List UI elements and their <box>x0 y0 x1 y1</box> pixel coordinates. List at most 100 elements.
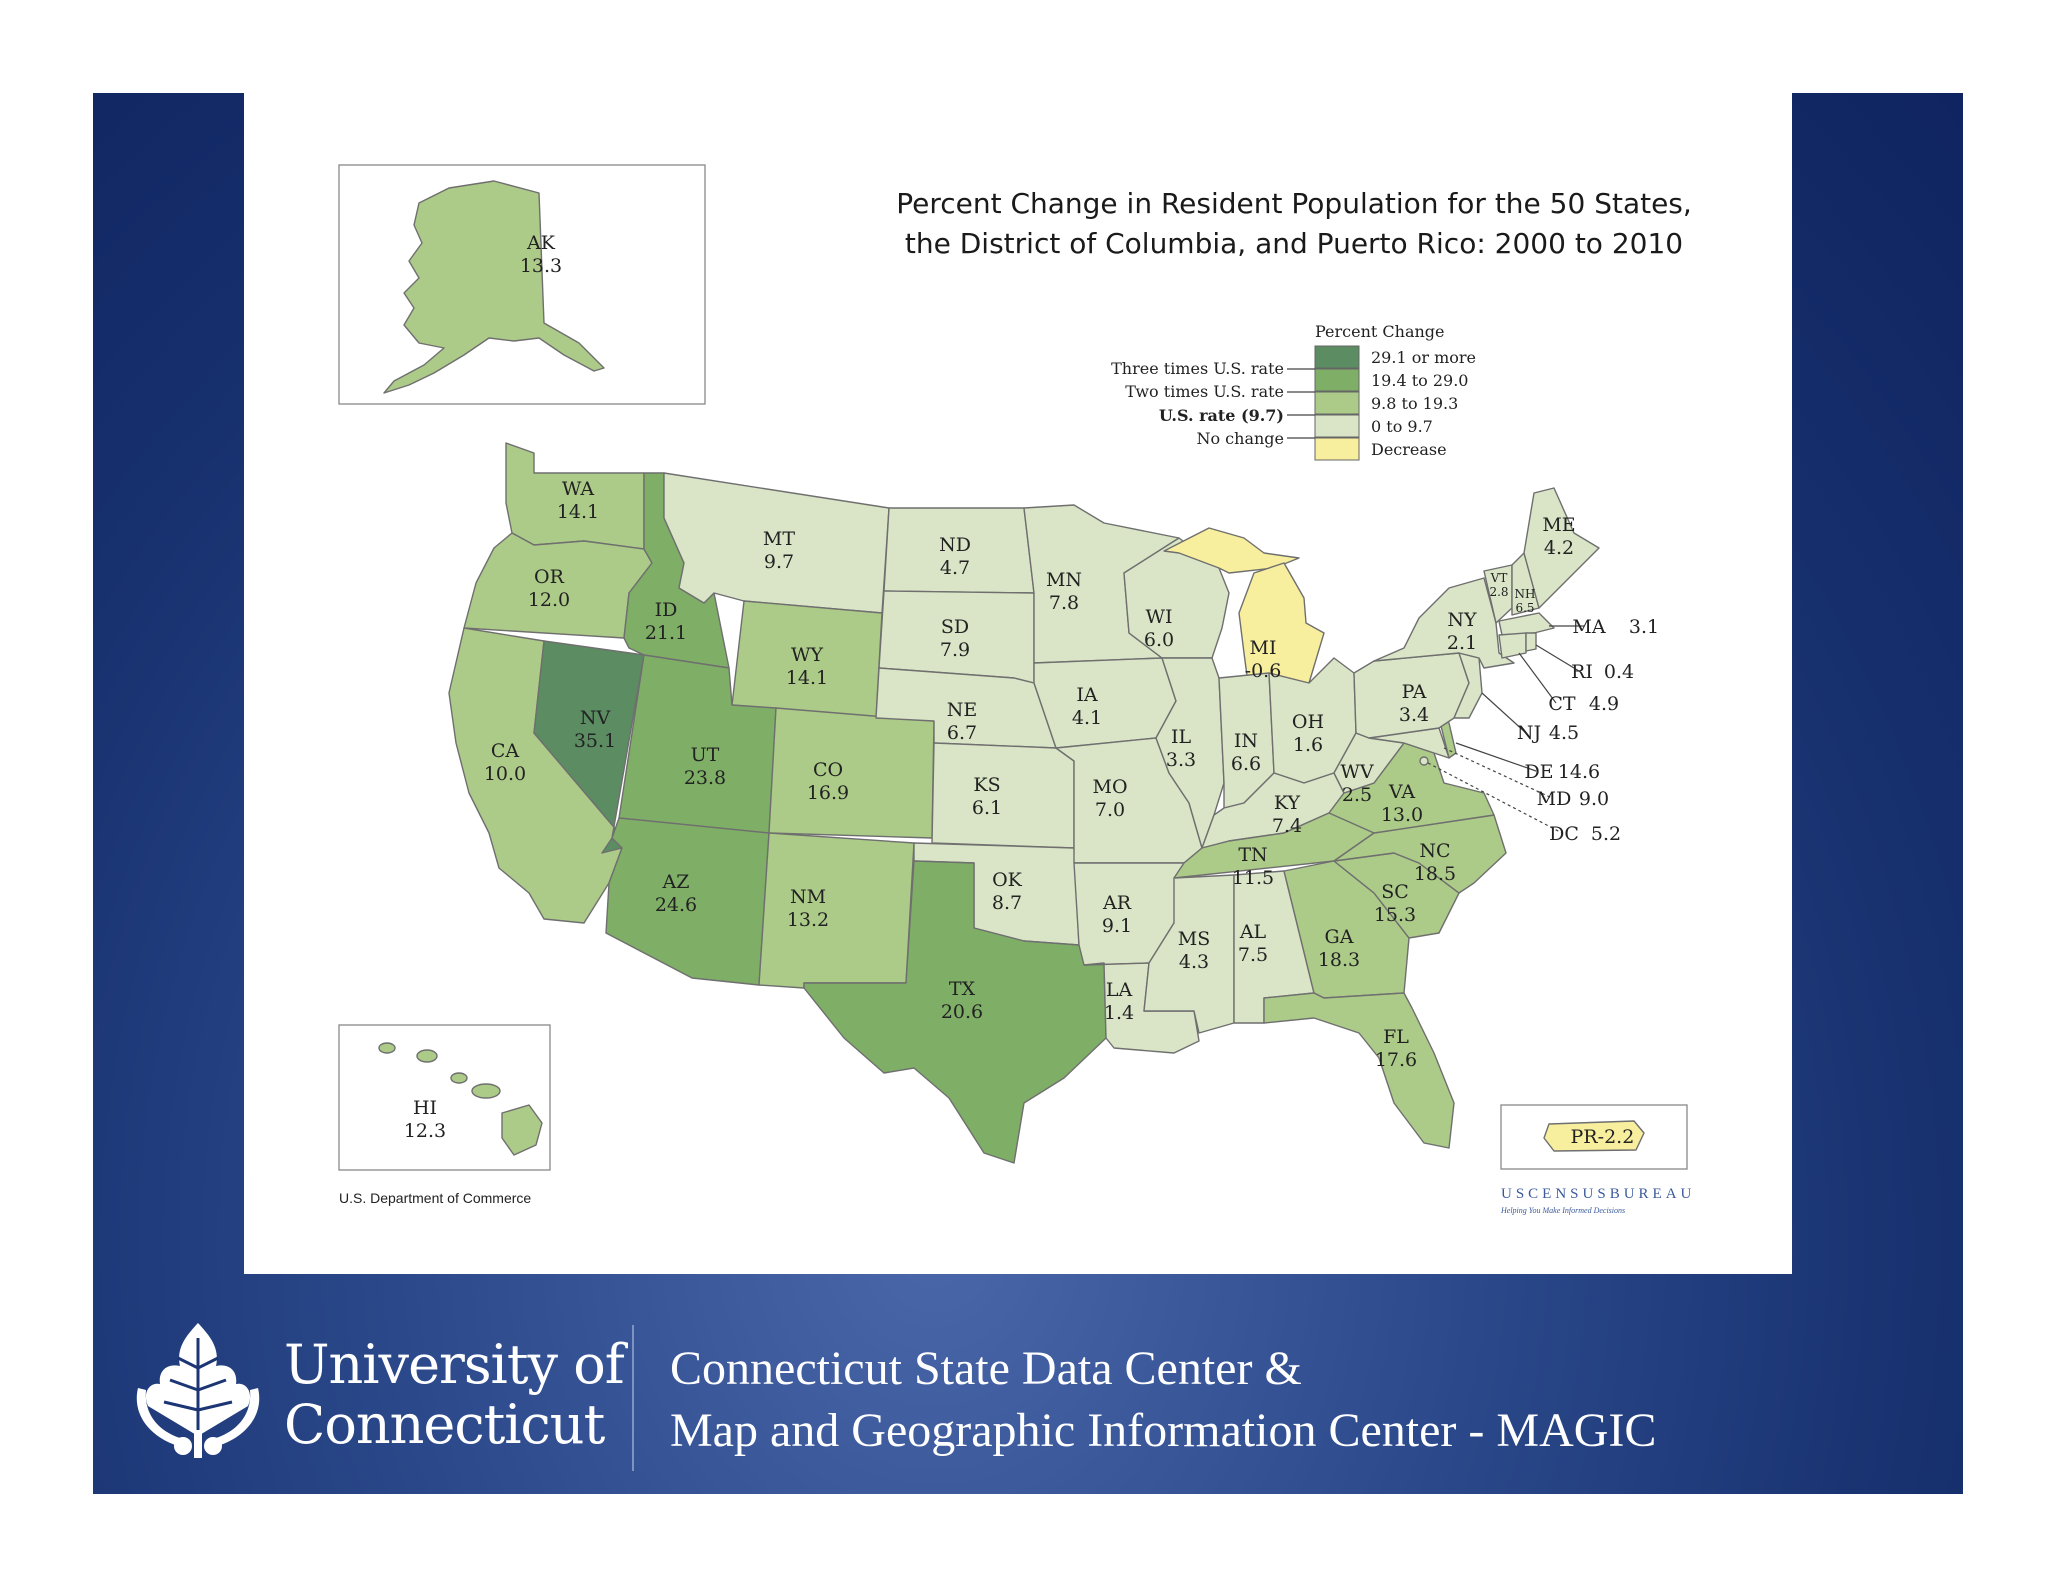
label-nc-abbr: NC <box>1419 840 1450 862</box>
label-fl-value: 17.6 <box>1375 1049 1417 1071</box>
state-nm <box>758 832 915 989</box>
label-pa-value: 3.4 <box>1399 704 1429 726</box>
label-ms-value: 4.3 <box>1179 951 1209 973</box>
legend-swatch-3 <box>1314 391 1360 415</box>
state-ri <box>1525 632 1537 652</box>
label-or-value: 12.0 <box>528 589 570 611</box>
legend-marker-two-times: Two times U.S. rate <box>1125 382 1284 401</box>
university-name-line1: University of <box>284 1333 625 1396</box>
census-tagline: Helping You Make Informed Decisions <box>1500 1206 1625 1215</box>
label-nd-abbr: ND <box>939 534 971 556</box>
label-nh-abbr: NH <box>1515 587 1536 601</box>
northeast-callouts: MA 3.1 RI 0.4 CT 4.9 NJ 4.5 DE 14.6 MD 9… <box>1427 616 1659 845</box>
label-ga-value: 18.3 <box>1318 949 1360 971</box>
label-ne-abbr: NE <box>947 699 978 721</box>
label-mo-value: 7.0 <box>1095 799 1125 821</box>
center-name-line2: Map and Geographic Information Center - … <box>670 1404 1657 1457</box>
label-dc-abbr: DC <box>1549 823 1579 845</box>
label-wv-value: 2.5 <box>1342 784 1372 806</box>
label-il-abbr: IL <box>1171 726 1192 748</box>
map-title-line2: the District of Columbia, and Puerto Ric… <box>905 227 1683 260</box>
label-co-value: 16.9 <box>807 782 849 804</box>
label-mi-value: -0.6 <box>1245 660 1282 682</box>
label-vt-abbr: VT <box>1490 571 1508 585</box>
label-ok-value: 8.7 <box>992 892 1022 914</box>
label-mn-value: 7.8 <box>1049 592 1079 614</box>
legend-marker-three-times: Three times U.S. rate <box>1111 359 1284 378</box>
label-or-abbr: OR <box>534 566 565 588</box>
label-ny-abbr: NY <box>1447 609 1477 631</box>
label-md-value: 9.0 <box>1579 788 1609 810</box>
label-tx-value: 20.6 <box>941 1001 983 1023</box>
legend-class-3: 9.8 to 19.3 <box>1371 394 1458 413</box>
label-wv-abbr: WV <box>1340 761 1374 783</box>
label-ut-value: 23.8 <box>684 767 726 789</box>
state-ma <box>1498 612 1555 636</box>
map-panel: Percent Change in Resident Population fo… <box>244 93 1792 1274</box>
label-tx-abbr: TX <box>949 978 976 1000</box>
label-tn-value: 11.5 <box>1232 867 1274 889</box>
label-wa-value: 14.1 <box>557 501 599 523</box>
legend-marker-us-rate: U.S. rate (9.7) <box>1159 406 1284 425</box>
label-mi-abbr: MI <box>1250 637 1277 659</box>
label-nj-abbr: NJ <box>1517 722 1541 744</box>
label-ky-value: 7.4 <box>1272 815 1302 837</box>
label-md-abbr: MD <box>1537 788 1572 810</box>
label-id-value: 21.1 <box>645 622 687 644</box>
label-hi-abbr: HI <box>413 1097 437 1119</box>
label-ri-abbr: RI <box>1571 661 1593 683</box>
label-id-abbr: ID <box>655 599 678 621</box>
label-wa-abbr: WA <box>562 478 595 500</box>
state-pr <box>1543 1120 1645 1152</box>
state-ny <box>1373 577 1515 669</box>
state-ak <box>383 180 605 394</box>
legend-heading: Percent Change <box>1315 322 1445 341</box>
label-me-value: 4.2 <box>1544 537 1574 559</box>
label-mn-abbr: MN <box>1046 569 1082 591</box>
label-ok-abbr: OK <box>992 869 1023 891</box>
label-hi-value: 12.3 <box>404 1120 446 1142</box>
label-al-abbr: AL <box>1239 921 1267 943</box>
label-ct-abbr: CT <box>1548 693 1576 715</box>
label-oh-value: 1.6 <box>1293 734 1323 756</box>
legend-class-4: 0 to 9.7 <box>1371 417 1433 436</box>
label-dc-value: 5.2 <box>1591 823 1621 845</box>
map-title-line1: Percent Change in Resident Population fo… <box>896 187 1692 220</box>
census-bureau-logo: USCENSUSBUREAU <box>1501 1186 1695 1202</box>
label-ri-value: 0.4 <box>1604 661 1634 683</box>
label-ga-abbr: GA <box>1325 926 1354 948</box>
label-de-value: 14.6 <box>1558 761 1600 783</box>
footer-divider <box>632 1325 634 1471</box>
label-il-value: 3.3 <box>1166 749 1196 771</box>
label-sd-abbr: SD <box>941 616 969 638</box>
label-mt-value: 9.7 <box>764 551 794 573</box>
label-mo-abbr: MO <box>1092 776 1127 798</box>
state-hi <box>378 1042 543 1156</box>
label-oh-abbr: OH <box>1292 711 1324 733</box>
label-wi-value: 6.0 <box>1144 629 1174 651</box>
label-nm-value: 13.2 <box>787 909 829 931</box>
label-ak-abbr: AK <box>526 232 556 254</box>
state-me <box>1523 487 1600 609</box>
label-nh-value: 6.5 <box>1515 601 1534 615</box>
label-ak-value: 13.3 <box>520 255 562 277</box>
center-name-line1: Connecticut State Data Center & <box>670 1342 1302 1395</box>
label-ne-value: 6.7 <box>947 722 977 744</box>
legend-swatch-4 <box>1314 414 1360 438</box>
label-me-abbr: ME <box>1542 514 1575 536</box>
label-ia-value: 4.1 <box>1072 707 1102 729</box>
legend-class-1: 29.1 or more <box>1371 348 1476 367</box>
label-sd-value: 7.9 <box>940 639 970 661</box>
label-mt-abbr: MT <box>763 528 795 550</box>
center-name: Connecticut State Data Center & Map and … <box>670 1338 1656 1462</box>
label-ca-value: 10.0 <box>484 763 526 785</box>
state-dc <box>1419 756 1429 766</box>
label-va-value: 13.0 <box>1381 804 1423 826</box>
label-ct-value: 4.9 <box>1589 693 1619 715</box>
label-nj-value: 4.5 <box>1549 722 1579 744</box>
label-ks-abbr: KS <box>973 774 1000 796</box>
legend: 29.1 or more 19.4 to 29.0 9.8 to 19.3 0 … <box>1111 345 1476 461</box>
source-text: U.S. Department of Commerce <box>339 1190 531 1206</box>
state-fl <box>1263 992 1455 1149</box>
legend-class-5: Decrease <box>1371 440 1447 459</box>
